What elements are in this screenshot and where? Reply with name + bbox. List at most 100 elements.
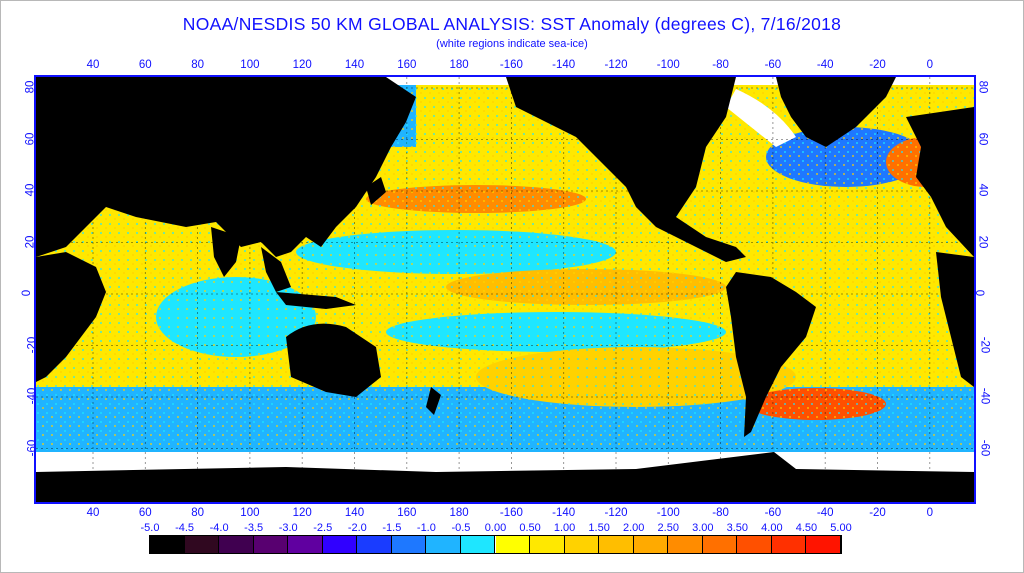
lon-tick-label: 60 [138,507,152,519]
sst-anomaly-map [34,75,976,504]
lon-tick-label: -40 [816,507,834,519]
lon-tick-label: 100 [240,507,260,519]
lon-tick-label: 80 [191,507,204,519]
lon-tick-label: -100 [656,59,680,71]
north-america [506,77,746,262]
lat-tick-label: 20 [976,235,989,248]
colorbar-swatch [737,536,772,553]
colorbar-label: -5.0 [140,522,160,534]
lon-tick-label: -80 [712,59,729,71]
lon-tick-label: 160 [397,507,417,519]
colorbar-swatch [599,536,634,553]
colorbar-swatch [322,536,358,553]
colorbar-label: 4.00 [761,522,783,534]
lon-tick-label: -120 [604,59,628,71]
colorbar-label: 2.00 [622,522,645,534]
lon-tick-label: 40 [86,59,100,71]
lon-tick-label: 40 [86,507,100,519]
lat-tick-label: 60 [976,132,989,145]
new-zealand [426,387,441,415]
colorbar-label: 1.50 [588,522,610,534]
colorbar-label: 3.50 [726,522,749,534]
lon-tick-label: 0 [926,59,933,71]
lon-tick-label: -40 [816,59,834,71]
lon-tick-label: 80 [191,59,204,71]
colorbar-label: -3.0 [278,522,298,534]
south-america [726,272,816,437]
colorbar-swatch [460,536,496,553]
colorbar-label: 0.50 [519,522,541,534]
colorbar-label: -0.5 [451,522,471,534]
lon-tick-label: 140 [344,59,365,71]
colorbar-swatch [495,536,531,553]
indonesia [276,292,356,309]
colorbar-label: -4.0 [209,522,229,534]
graticule [36,77,974,502]
landmasses [36,77,974,502]
colorbar-swatch [426,536,461,553]
colorbar-swatch [150,536,185,553]
colorbar-swatch [564,536,600,553]
west-africa [936,252,974,387]
greenland [776,77,896,147]
lon-tick-label: -20 [869,507,886,519]
colorbar-swatch [391,536,427,553]
colorbar-label: -3.5 [244,522,264,534]
lat-tick-label: -60 [978,439,991,456]
colorbar-swatch [771,536,807,553]
colorbar-label: 1.00 [553,522,576,534]
colorbar-swatch [219,536,254,553]
lat-tick-label: 40 [976,183,989,197]
lon-tick-label: -140 [552,507,576,519]
lon-tick-label: -140 [552,59,576,71]
lon-tick-label: 120 [292,507,312,519]
map-canvas [36,77,974,502]
eurasia [36,77,416,257]
lon-tick-label: -160 [499,59,523,71]
colorbar-swatch [253,536,289,553]
colorbar-border [149,535,842,554]
africa [36,252,106,382]
lon-tick-label: 120 [292,59,312,71]
lon-tick-label: 140 [344,507,365,519]
lat-tick-label: -20 [978,336,991,353]
lon-tick-label: 160 [397,59,417,71]
europe [906,107,974,257]
colorbar-label: -2.0 [347,522,367,534]
colorbar-label: -4.5 [175,522,195,534]
lon-tick-label: -120 [604,507,628,519]
colorbar-swatch [357,536,392,553]
colorbar-label: -2.5 [313,522,333,534]
colorbar-swatch [530,536,565,553]
lon-tick-label: -160 [499,507,523,519]
lon-tick-label: 180 [449,507,469,519]
lon-tick-label: -20 [869,59,886,71]
australia [286,323,381,397]
southeast-asia [261,247,291,292]
colorbar-label: 0.00 [484,522,507,534]
lon-tick-label: -60 [764,59,782,71]
colorbar-label: 3.00 [692,522,714,534]
colorbar-label: 5.00 [830,522,852,534]
colorbar-label: 2.50 [657,522,679,534]
india [211,227,241,277]
lon-tick-label: -60 [764,507,782,519]
lon-tick-label: 180 [449,59,469,71]
lat-tick-label: 80 [976,80,989,94]
colorbar-swatch [806,536,841,553]
lon-tick-label: 100 [240,59,260,71]
antarctica [36,452,974,502]
lat-tick-label: 0 [21,289,34,297]
colorbar-label: -1.0 [416,522,436,534]
colorbar-swatch [668,536,703,553]
colorbar-label: -1.5 [382,522,402,534]
colorbar-swatch [288,536,323,553]
lon-tick-label: 0 [926,507,933,519]
colorbar-label: 4.50 [795,522,818,534]
map-title: NOAA/NESDIS 50 KM GLOBAL ANALYSIS: SST A… [182,14,842,34]
colorbar-swatch [633,536,669,553]
colorbar-swatch [702,536,738,553]
lon-tick-label: -80 [712,507,729,519]
colorbar-swatch [184,536,220,553]
lat-tick-label: -40 [978,387,991,405]
